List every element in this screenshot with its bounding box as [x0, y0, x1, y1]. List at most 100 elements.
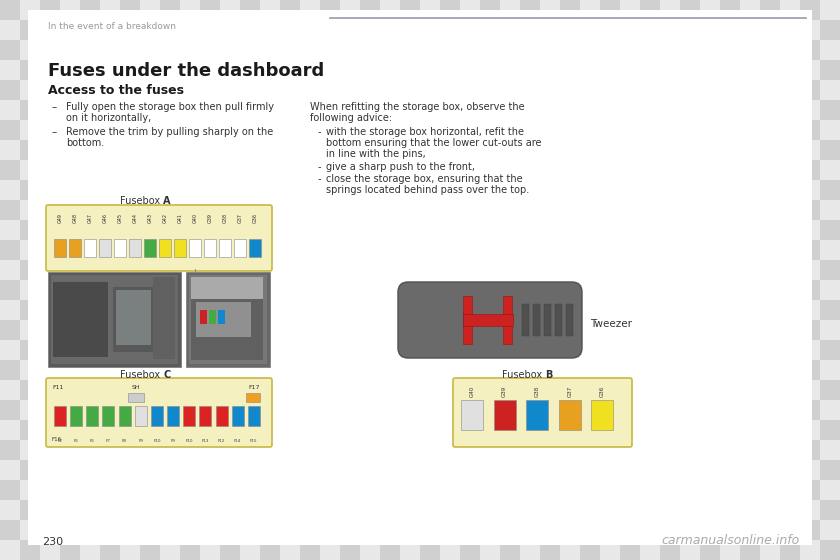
- Bar: [380, 40, 400, 60]
- Bar: [520, 140, 540, 160]
- Bar: [540, 300, 560, 320]
- Bar: [580, 520, 600, 540]
- Bar: [560, 220, 580, 240]
- Bar: [340, 500, 360, 520]
- Bar: [140, 520, 160, 540]
- Bar: [440, 140, 460, 160]
- Text: Fully open the storage box then pull firmly: Fully open the storage box then pull fir…: [66, 102, 274, 112]
- Bar: [220, 500, 240, 520]
- Bar: [20, 300, 40, 320]
- Bar: [240, 480, 260, 500]
- Bar: [400, 280, 420, 300]
- Bar: [780, 120, 800, 140]
- Bar: [80, 320, 100, 340]
- Bar: [800, 440, 820, 460]
- Bar: [300, 520, 320, 540]
- Bar: [600, 380, 620, 400]
- Bar: [40, 0, 60, 20]
- Text: close the storage box, ensuring that the: close the storage box, ensuring that the: [326, 174, 522, 184]
- Bar: [180, 500, 200, 520]
- Bar: [20, 460, 40, 480]
- Bar: [620, 0, 640, 20]
- Bar: [400, 460, 420, 480]
- Bar: [159, 239, 171, 257]
- Bar: [800, 40, 820, 60]
- Bar: [820, 40, 840, 60]
- Bar: [580, 260, 600, 280]
- Bar: [40, 80, 60, 100]
- Bar: [240, 80, 260, 100]
- Bar: [380, 500, 400, 520]
- Bar: [620, 400, 640, 420]
- Bar: [580, 160, 600, 180]
- Bar: [0, 420, 20, 440]
- Bar: [140, 100, 160, 120]
- Bar: [800, 20, 820, 40]
- Bar: [60, 160, 80, 180]
- Bar: [54, 239, 66, 257]
- Bar: [680, 20, 700, 40]
- Bar: [560, 0, 580, 20]
- Bar: [40, 40, 60, 60]
- Bar: [420, 460, 440, 480]
- Bar: [780, 440, 800, 460]
- Bar: [780, 60, 800, 80]
- Bar: [820, 0, 840, 20]
- Bar: [740, 360, 760, 380]
- Bar: [480, 420, 500, 440]
- Bar: [200, 160, 220, 180]
- Bar: [80, 440, 100, 460]
- Bar: [320, 500, 340, 520]
- Bar: [600, 240, 620, 260]
- Bar: [260, 480, 280, 500]
- Text: Fusebox: Fusebox: [501, 370, 545, 380]
- Bar: [260, 220, 280, 240]
- Bar: [100, 340, 120, 360]
- Bar: [520, 500, 540, 520]
- Bar: [320, 300, 340, 320]
- Bar: [240, 160, 260, 180]
- Bar: [248, 406, 260, 426]
- Bar: [200, 180, 220, 200]
- Text: F2: F2: [57, 439, 62, 443]
- Bar: [720, 380, 740, 400]
- Bar: [820, 340, 840, 360]
- Bar: [720, 420, 740, 440]
- Bar: [440, 60, 460, 80]
- Bar: [160, 400, 180, 420]
- Bar: [640, 320, 660, 340]
- Bar: [260, 440, 280, 460]
- Bar: [680, 500, 700, 520]
- Bar: [560, 100, 580, 120]
- Text: bottom.: bottom.: [66, 138, 104, 148]
- Bar: [280, 380, 300, 400]
- Bar: [500, 500, 520, 520]
- Bar: [100, 500, 120, 520]
- Bar: [520, 200, 540, 220]
- Bar: [680, 300, 700, 320]
- Bar: [120, 160, 140, 180]
- Bar: [134, 406, 147, 426]
- Bar: [680, 420, 700, 440]
- Bar: [820, 120, 840, 140]
- Bar: [780, 260, 800, 280]
- Bar: [640, 520, 660, 540]
- Bar: [800, 0, 820, 20]
- Bar: [140, 400, 160, 420]
- Bar: [400, 80, 420, 100]
- Text: F12: F12: [218, 439, 225, 443]
- Bar: [780, 500, 800, 520]
- Bar: [80, 280, 100, 300]
- Bar: [360, 160, 380, 180]
- Bar: [680, 260, 700, 280]
- Bar: [200, 460, 220, 480]
- Bar: [580, 220, 600, 240]
- Bar: [260, 120, 280, 140]
- Bar: [0, 80, 20, 100]
- Bar: [500, 260, 520, 280]
- Text: F8: F8: [122, 439, 127, 443]
- Bar: [680, 100, 700, 120]
- Bar: [440, 260, 460, 280]
- Bar: [560, 40, 580, 60]
- Bar: [440, 500, 460, 520]
